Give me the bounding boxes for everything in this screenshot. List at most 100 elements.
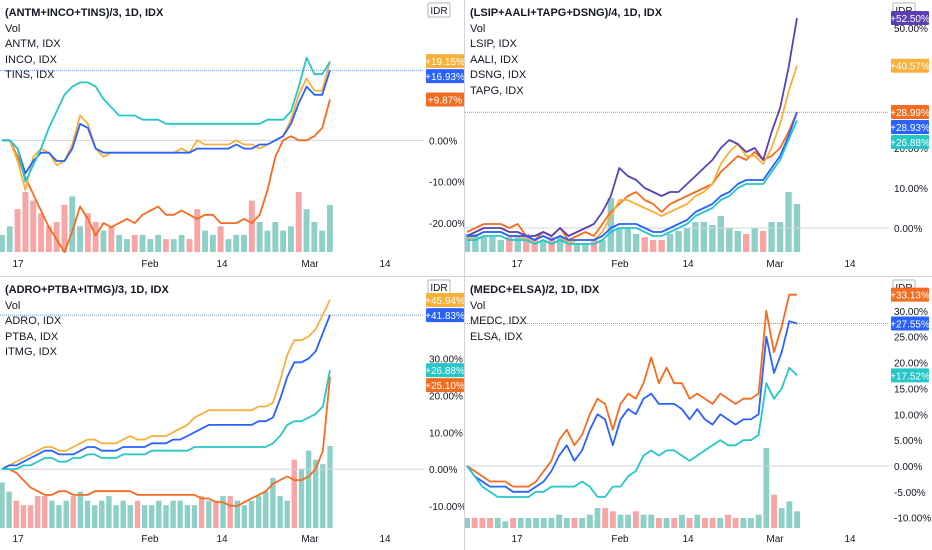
currency-label: IDR [430,283,447,294]
volume-bar [194,209,201,252]
volume-bar [734,231,741,252]
volume-bar [633,234,640,252]
last-value-badge [426,292,464,307]
x-tick-label: 14 [379,534,391,545]
x-tick-label: 14 [216,534,228,545]
volume-bar [27,505,34,528]
series-line-orange[interactable] [466,293,797,488]
chart-legend: (LSIP+AALI+TAPG+DSNG)/4, 1D, IDX Vol LSI… [470,6,662,99]
x-tick-label: 14 [216,259,228,270]
volume-bar [556,514,563,528]
volume-bar [748,518,754,528]
x-tick-label: Mar [301,534,319,545]
x-tick-label: 14 [844,259,856,270]
series-line-yellow[interactable] [466,65,798,245]
volume-bar [77,491,84,528]
series-line-orange[interactable] [466,111,798,241]
chart-legend: (ANTM+INCO+TINS)/3, 1D, IDX Vol ANTM, ID… [5,6,163,84]
volume-bar [649,240,657,252]
y-tick-label: -10.00% [429,502,464,513]
volume-bar [751,228,758,252]
volume-bar [602,508,609,528]
panel-divider-horizontal[interactable] [0,276,932,277]
last-value-badge [891,287,929,302]
series-line-teal[interactable] [2,369,331,471]
volume-bar [517,518,524,528]
volume-bar [92,222,99,252]
volume-bar [277,496,283,528]
currency-badge[interactable] [427,2,451,18]
legend-ptba: PTBA, IDX [5,330,59,343]
last-value-text: +27.55% [890,320,930,331]
volume-bar [586,514,593,528]
chart-panel-medc-elsa[interactable]: (MEDC+ELSA)/2, 1D, IDX Vol MEDC, IDX ELS… [465,277,932,550]
last-value-badge [426,69,464,84]
series-line-teal[interactable] [2,56,331,183]
volume-bar [45,226,52,252]
y-tick-label: 10.00% [429,428,463,439]
chart-panel-antm-inco-tins[interactable]: (ANTM+INCO+TINS)/3, 1D, IDX Vol ANTM, ID… [0,0,464,276]
y-tick-label: 0.00% [429,465,457,476]
last-value-badge [891,368,929,383]
x-tick-label: 17 [511,534,523,545]
volume-bar [785,192,792,252]
volume-bar [227,496,233,528]
panel-divider-vertical[interactable] [464,0,465,550]
volume-bar [108,226,115,252]
x-tick-label: Feb [611,534,629,545]
series-line-purple[interactable] [466,17,798,237]
volume-bar [6,491,12,528]
y-tick-label: 50.00% [894,24,928,35]
volume-bar [295,192,302,252]
series-line-blue[interactable] [467,111,798,241]
y-tick-label: 0.00% [894,462,922,473]
series-line-teal[interactable] [466,366,798,498]
y-tick-label: -5.00% [894,488,926,499]
volume-bar [625,514,632,528]
volume-bar [6,226,13,252]
y-tick-label: 30.00% [894,307,928,318]
series-line-orange[interactable] [2,99,331,253]
last-value-badge [426,54,464,69]
volume-bar [77,226,83,252]
volume-bar [149,505,155,528]
last-value-text: +9.87% [428,96,462,107]
chart-title: (ANTM+INCO+TINS)/3, 1D, IDX [5,7,164,19]
volume-bar [13,500,19,528]
chart-panel-adro-ptba-itmg[interactable]: (ADRO+PTBA+ITMG)/3, 1D, IDX Vol ADRO, ID… [0,277,464,550]
last-value-text: +26.88% [890,138,930,149]
last-value-badge [891,105,929,120]
legend-adro: ADRO, IDX [5,315,62,327]
volume-bar [679,514,685,528]
y-tick-label: 20.00% [429,391,463,402]
last-value-badge [891,316,929,331]
volume-bar [0,482,5,528]
last-value-badge [891,58,929,73]
volume-bar [607,198,614,252]
volume-bar [571,518,578,528]
chart-panel-lsip-aali-tapg-dsng[interactable]: (LSIP+AALI+TAPG+DSNG)/4, 1D, IDX Vol LSI… [465,0,932,276]
volume-bar [582,243,589,252]
volume-bar [702,518,708,528]
series-line-blue[interactable] [2,70,331,175]
legend-medc: MEDC, IDX [470,315,527,327]
last-value-text: +26.88% [425,366,464,377]
volume-bar [272,222,279,252]
y-tick-label: 30.00% [429,355,463,366]
series-line-blue[interactable] [466,320,798,493]
volume-bar [264,230,271,252]
volume-bar [100,230,107,252]
chart-svg: 50.00%40.00%20.00%10.00%0.00%17Feb14Mar1… [465,2,930,270]
chart-legend: (MEDC+ELSA)/2, 1D, IDX Vol MEDC, IDX ELS… [470,283,599,345]
volume-bar [206,500,212,528]
series-line-teal[interactable] [467,120,798,245]
x-tick-label: Mar [766,534,784,545]
volume-bar [209,234,216,252]
volume-bar [771,494,777,528]
legend-elsa: ELSA, IDX [470,330,523,343]
volume-bar [233,234,240,252]
series-line-yellow[interactable] [1,299,331,470]
last-value-text: +41.83% [425,311,464,322]
series-line-blue[interactable] [1,314,331,470]
series-line-orange[interactable] [2,376,331,507]
